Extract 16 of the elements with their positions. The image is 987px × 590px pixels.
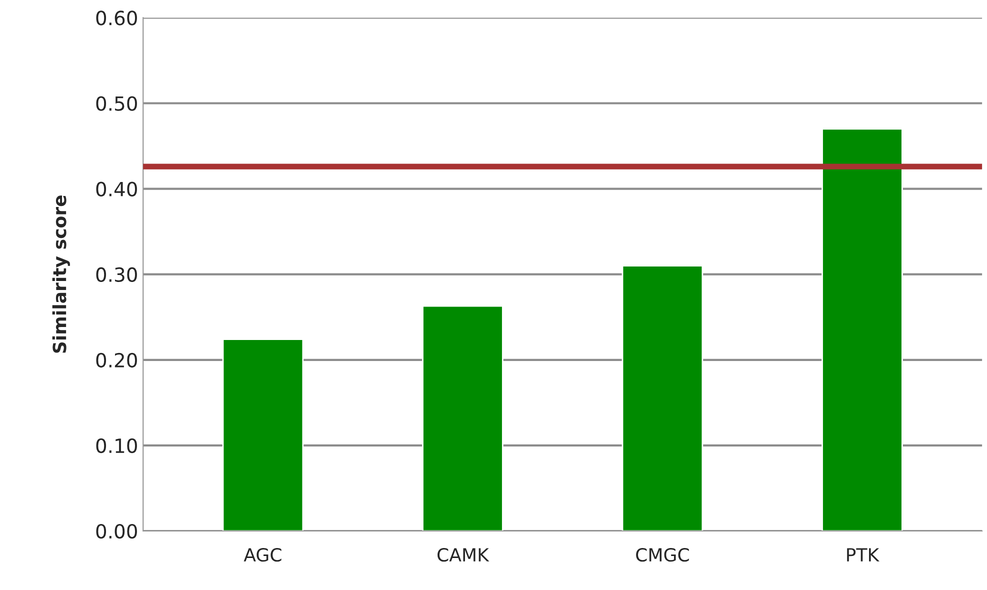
x-tick-label: AGC: [244, 548, 282, 562]
y-tick-label: 0.50: [96, 96, 137, 111]
x-tick-label: CAMK: [438, 548, 490, 562]
x-tick-label: CMGC: [636, 548, 689, 562]
bar: [822, 128, 903, 531]
y-tick-label: 0.20: [96, 352, 137, 368]
bar: [422, 305, 504, 531]
bar: [222, 338, 304, 531]
y-tick-label: 0.40: [96, 182, 137, 196]
bar: [622, 265, 704, 531]
x-tick-label: PTK: [847, 548, 880, 562]
y-tick-label: 0.00: [96, 524, 137, 539]
y-tick-label: 0.60: [96, 10, 137, 26]
y-tick-label: 0.30: [96, 267, 137, 282]
y-tick-label: 0.10: [96, 438, 137, 454]
y-axis-title: Similarity score: [52, 196, 70, 353]
